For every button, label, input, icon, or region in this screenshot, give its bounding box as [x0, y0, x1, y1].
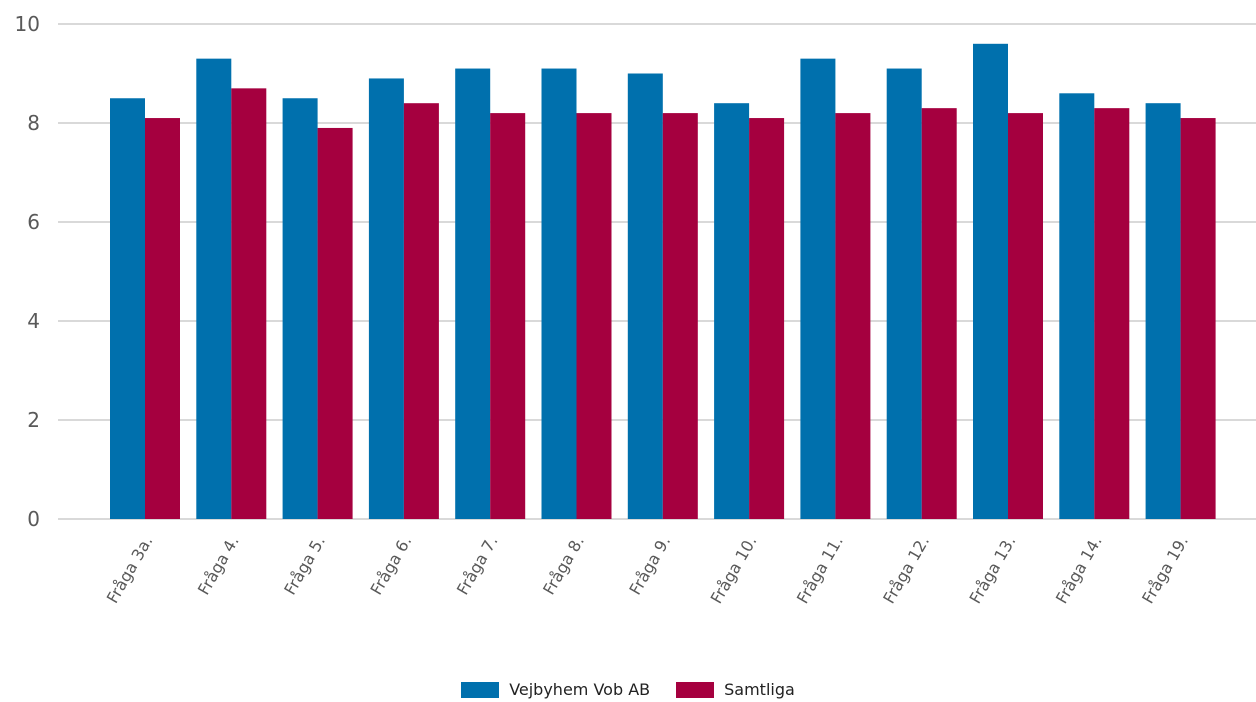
- bar-series-2-10: [922, 108, 957, 519]
- x-tick-label: Fråga 12.: [879, 533, 933, 607]
- x-tick-label: Fråga 9.: [625, 533, 674, 599]
- legend-item-series-1: Vejbyhem Vob AB: [461, 680, 650, 699]
- bar-series-1-4: [369, 78, 404, 519]
- x-axis-labels: Fråga 3a. Fråga 4. Fråga 5. Fråga 6. Fråga 7…: [103, 533, 1192, 607]
- x-tick-label: Fråga 3a.: [103, 533, 157, 607]
- bar-series-1-10: [887, 69, 922, 519]
- y-tick-label: 8: [27, 111, 40, 135]
- x-tick-label: Fråga 6.: [367, 533, 416, 599]
- bar-series-2-4: [404, 103, 439, 519]
- legend: Vejbyhem Vob AB Samtliga: [0, 680, 1256, 699]
- bar-series-1-9: [800, 59, 835, 519]
- x-tick-label: Fråga 7.: [453, 533, 502, 599]
- bar-series-2-3: [318, 128, 353, 519]
- bar-series-2-12: [1094, 108, 1129, 519]
- bars: [110, 44, 1216, 519]
- bar-series-1-3: [283, 98, 318, 519]
- bar-series-2-2: [231, 88, 266, 519]
- legend-swatch-series-2: [676, 682, 714, 698]
- bar-series-2-7: [663, 113, 698, 519]
- legend-swatch-series-1: [461, 682, 499, 698]
- y-tick-label: 6: [27, 210, 40, 234]
- bar-series-2-5: [490, 113, 525, 519]
- x-tick-label: Fråga 4.: [194, 533, 243, 599]
- y-tick-label: 0: [27, 507, 40, 531]
- bar-series-1-11: [973, 44, 1008, 519]
- legend-item-series-2: Samtliga: [676, 680, 795, 699]
- legend-label-series-1: Vejbyhem Vob AB: [509, 680, 650, 699]
- x-tick-label: Fråga 5.: [280, 533, 329, 599]
- legend-label-series-2: Samtliga: [724, 680, 795, 699]
- bar-series-1-8: [714, 103, 749, 519]
- x-tick-label: Fråga 11.: [793, 533, 847, 607]
- x-tick-label: Fråga 10.: [707, 533, 761, 607]
- bar-series-2-8: [749, 118, 784, 519]
- bar-series-2-9: [835, 113, 870, 519]
- bar-series-1-5: [455, 69, 490, 519]
- y-tick-label: 10: [15, 12, 40, 36]
- y-axis-ticks: 0 2 4 6 8 10: [15, 12, 40, 531]
- x-tick-label: Fråga 14.: [1052, 533, 1106, 607]
- y-tick-label: 2: [27, 408, 40, 432]
- bar-series-2-13: [1181, 118, 1216, 519]
- bar-series-2-1: [145, 118, 180, 519]
- x-tick-label: Fråga 8.: [539, 533, 588, 599]
- bar-series-1-12: [1059, 93, 1094, 519]
- x-tick-label: Fråga 19.: [1138, 533, 1192, 607]
- bar-series-1-7: [628, 74, 663, 520]
- bar-series-1-13: [1146, 103, 1181, 519]
- bar-series-1-2: [196, 59, 231, 519]
- bar-series-1-6: [542, 69, 577, 519]
- bar-series-1-1: [110, 98, 145, 519]
- y-tick-label: 4: [27, 309, 40, 333]
- bar-series-2-6: [577, 113, 612, 519]
- x-tick-label: Fråga 13.: [966, 533, 1020, 607]
- bar-series-2-11: [1008, 113, 1043, 519]
